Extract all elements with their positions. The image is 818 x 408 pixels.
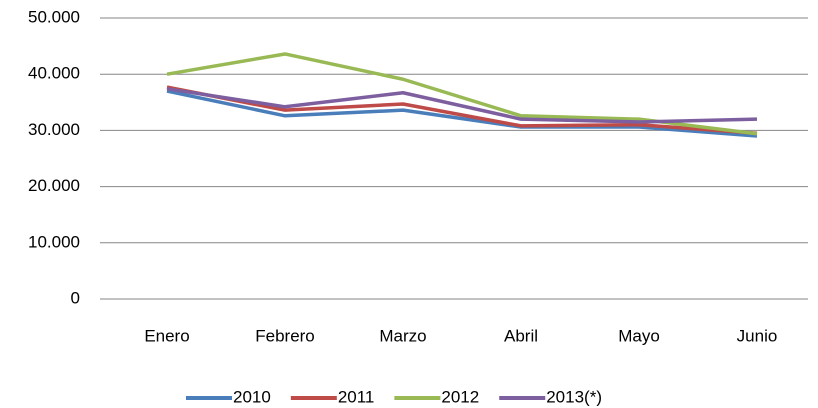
x-tick-label: Junio (737, 326, 778, 345)
y-tick-label: 0 (71, 288, 80, 307)
x-tick-label: Abril (504, 326, 538, 345)
legend-label: 2011 (338, 387, 375, 406)
y-tick-label: 20.000 (28, 176, 80, 195)
legend-label: 2013(*) (546, 387, 602, 406)
series-line (166, 87, 758, 124)
y-tick-label: 30.000 (28, 120, 80, 139)
x-tick-label: Febrero (255, 326, 315, 345)
series-line (166, 89, 758, 138)
series-line (166, 85, 758, 135)
y-tick-label: 10.000 (28, 232, 80, 251)
y-tick-label: 50.000 (28, 7, 80, 26)
legend-label: 2012 (441, 387, 479, 406)
x-tick-label: Mayo (618, 326, 660, 345)
legend-label: 2010 (233, 387, 271, 406)
x-tick-label: Enero (144, 326, 189, 345)
y-tick-label: 40.000 (28, 64, 80, 83)
x-tick-label: Marzo (379, 326, 426, 345)
